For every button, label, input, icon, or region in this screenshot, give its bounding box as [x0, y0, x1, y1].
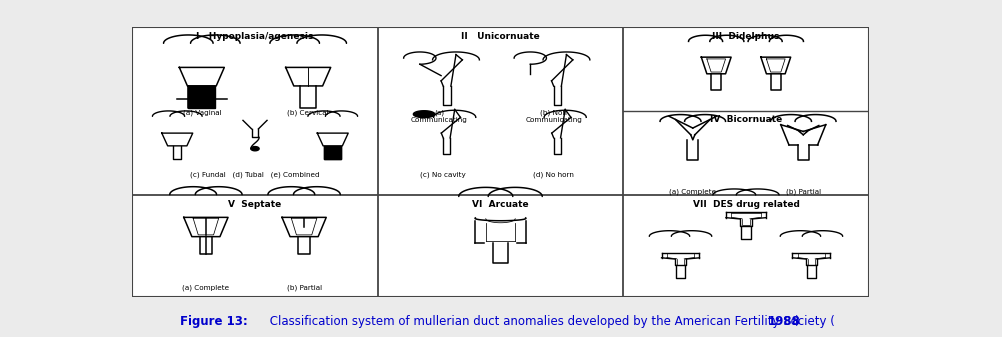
Polygon shape: [414, 111, 435, 118]
Text: V  Septate: V Septate: [228, 200, 282, 209]
Text: (a) Vaginal: (a) Vaginal: [182, 110, 221, 116]
Text: (a) Complete: (a) Complete: [182, 285, 229, 291]
Text: I   Hypoplasia/agenesis: I Hypoplasia/agenesis: [196, 32, 314, 41]
Text: ): ): [794, 315, 799, 328]
Polygon shape: [188, 86, 215, 108]
Text: (c) No cavity: (c) No cavity: [421, 171, 466, 178]
Polygon shape: [250, 147, 260, 151]
Text: (b) Partial: (b) Partial: [786, 188, 821, 194]
Text: Classification system of mullerian duct anomalies developed by the American Fert: Classification system of mullerian duct …: [266, 315, 835, 328]
Text: 1988: 1988: [768, 315, 801, 328]
Text: Figure 13:: Figure 13:: [180, 315, 248, 328]
Text: III  Didelphus: III Didelphus: [712, 32, 780, 41]
Text: (c) Fundal   (d) Tubal   (e) Combined: (c) Fundal (d) Tubal (e) Combined: [190, 171, 320, 178]
Text: II   Unicornuate: II Unicornuate: [461, 32, 540, 41]
Text: IV  Bicornuate: IV Bicornuate: [709, 115, 783, 124]
Polygon shape: [325, 146, 342, 159]
Text: VI  Arcuate: VI Arcuate: [472, 200, 529, 209]
Text: VII  DES drug related: VII DES drug related: [692, 200, 800, 209]
Text: (a)
Communicating: (a) Communicating: [411, 110, 468, 123]
Text: (d) No horn: (d) No horn: [533, 171, 574, 178]
Text: (b) Cervical: (b) Cervical: [288, 110, 329, 116]
Text: (a) Complete: (a) Complete: [669, 188, 716, 194]
Text: (b) Partial: (b) Partial: [287, 285, 322, 291]
Text: (b) Non
Communicating: (b) Non Communicating: [525, 110, 582, 123]
